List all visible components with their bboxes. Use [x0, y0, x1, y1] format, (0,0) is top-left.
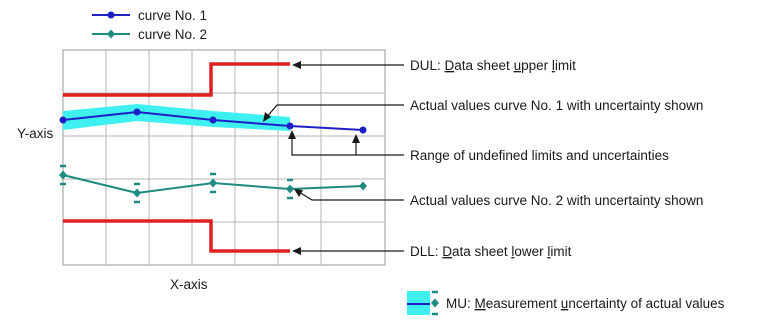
curve2 — [59, 164, 367, 204]
legend-curve2-marker — [107, 29, 115, 39]
mu-legend: MU: Measurement uncertainty of actual va… — [407, 290, 725, 316]
curve1 — [59, 108, 367, 134]
plot-frame — [62, 49, 386, 266]
mu-swatch-ticks — [432, 290, 438, 316]
annotation-dul: DUL: Data sheet upper limit — [410, 58, 576, 73]
plot-area — [62, 49, 386, 266]
arrow-range-left — [291, 134, 404, 156]
curve2-point — [59, 170, 67, 180]
arrow-actual2 — [298, 191, 404, 201]
upper-limit-line — [63, 62, 290, 97]
arrowhead-actual2 — [294, 189, 303, 197]
x-axis-label: X-axis — [170, 277, 208, 292]
curve2-uncertainty — [60, 164, 293, 204]
mu-legend-label: MU: Measurement uncertainty of actual va… — [446, 296, 725, 311]
curve1-point — [359, 126, 367, 134]
curve1-point — [133, 108, 141, 116]
legend: curve No. 1 curve No. 2 — [92, 8, 207, 42]
legend-curve1-label: curve No. 1 — [138, 8, 207, 23]
annotation-dll: DLL: Data sheet lower limit — [410, 244, 572, 259]
legend-curve1-marker — [107, 11, 115, 19]
arrowhead-range-left — [288, 130, 296, 139]
arrowhead-dll — [292, 247, 301, 255]
curve2-point — [359, 181, 367, 191]
curve2-point — [286, 184, 294, 194]
annotation-actual2: Actual values curve No. 2 with uncertain… — [410, 193, 703, 208]
arrow-actual1 — [265, 104, 404, 119]
mu-swatch-diamond — [431, 298, 439, 308]
curve1-point — [59, 116, 67, 124]
arrowhead-range-right — [352, 134, 360, 143]
curve1-point — [209, 116, 217, 124]
y-axis-label: Y-axis — [17, 126, 54, 141]
legend-curve2-label: curve No. 2 — [138, 27, 207, 42]
arrowhead-dul — [292, 61, 301, 69]
curve2-point — [133, 188, 141, 198]
curve1-point — [286, 122, 294, 130]
annotation-arrows — [265, 64, 404, 252]
curve2-point — [209, 178, 217, 188]
arrow-heads — [263, 61, 360, 255]
annotation-actual1: Actual values curve No. 1 with uncertain… — [410, 98, 703, 113]
arrowhead-actual1 — [263, 112, 271, 122]
annotation-range: Range of undefined limits and uncertaint… — [410, 148, 669, 163]
uncertainty-band-curve1 — [63, 104, 290, 131]
lower-limit-line — [63, 219, 290, 253]
